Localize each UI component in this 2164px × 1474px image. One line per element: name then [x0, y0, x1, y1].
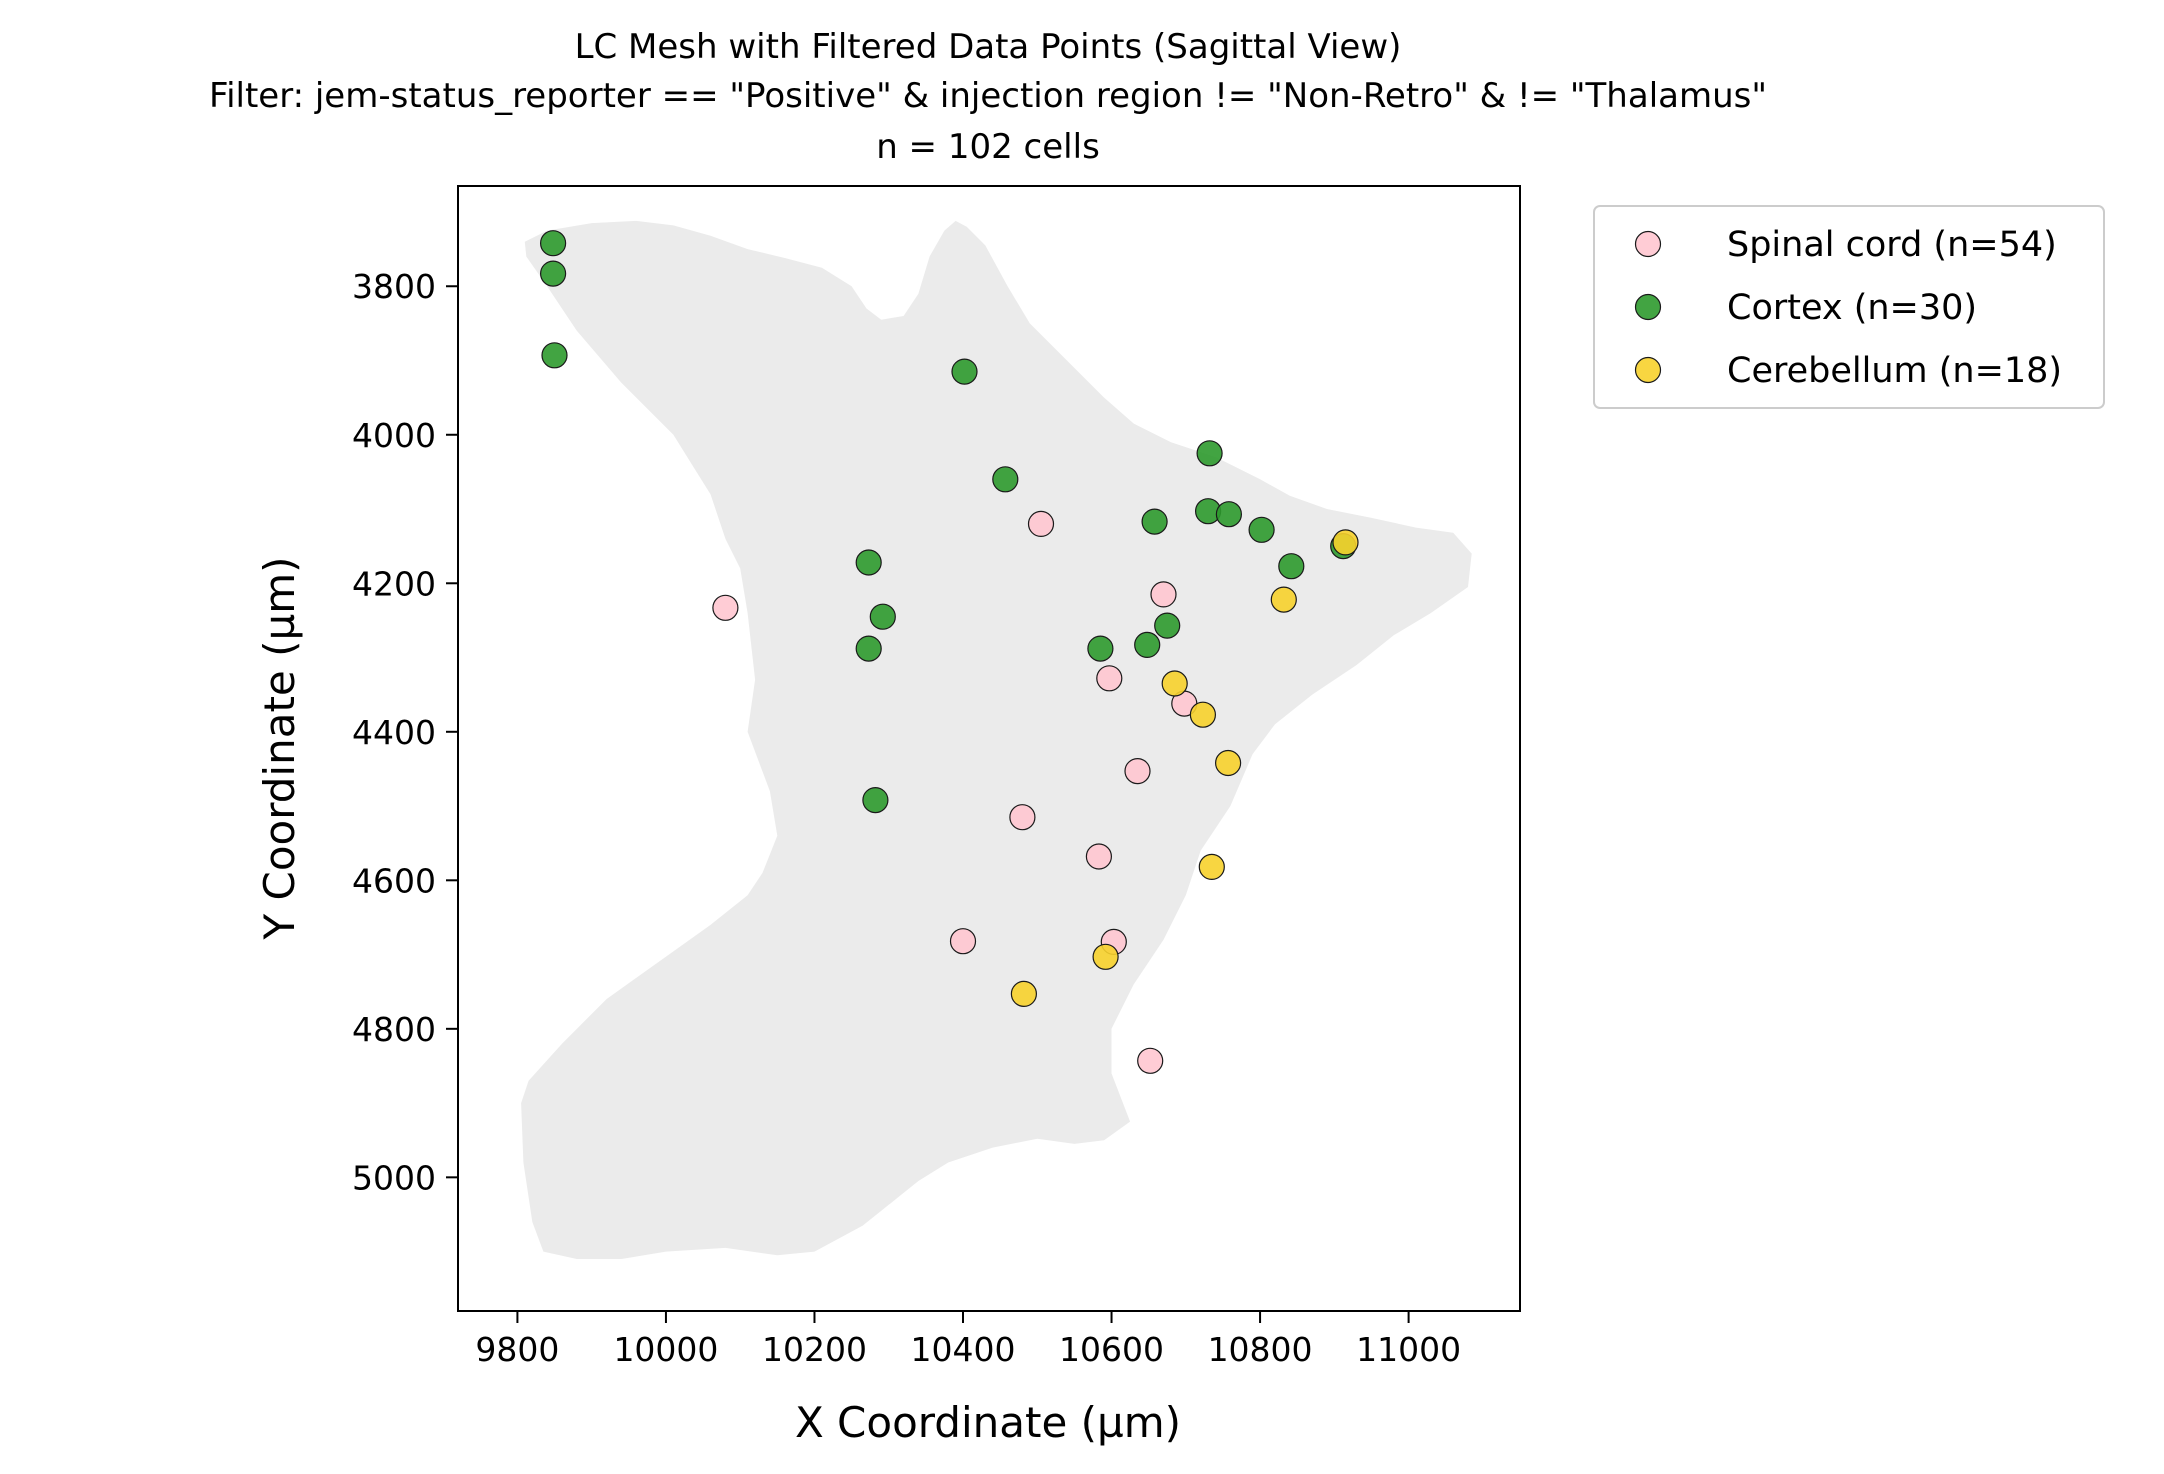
x-axis-label: X Coordinate (µm)	[795, 1398, 1181, 1447]
data-point	[1248, 516, 1275, 543]
data-point	[869, 603, 896, 630]
data-point	[539, 260, 567, 287]
data-point	[539, 230, 567, 257]
y-axis-label: Y Coordinate (µm)	[255, 556, 304, 940]
legend-label: Cortex (n=30)	[1727, 288, 1977, 328]
legend-entries: Spinal cord (n=54) Cortex (n=30) Cerebellu…	[1634, 225, 2062, 391]
x-tick-label: 10400	[911, 1330, 1016, 1369]
y-tick-label: 4200	[352, 564, 436, 603]
data-point	[1134, 631, 1161, 659]
data-point	[1214, 749, 1242, 777]
chart-title-line-1: LC Mesh with Filtered Data Points (Sagit…	[575, 27, 1402, 67]
y-tick-label: 4600	[352, 861, 436, 900]
legend: Spinal cord (n=54) Cortex (n=30) Cerebellu…	[1593, 205, 2105, 409]
legend-label: Cerebellum (n=18)	[1727, 351, 2062, 391]
x-axis-ticks: 9800 10000 10200 10400 10600 10800 11000	[475, 1311, 1461, 1369]
data-point	[1009, 804, 1036, 831]
y-axis-ticks: 3800 4000 4200 4400 4600 4800 5000	[352, 267, 458, 1197]
plot-area	[521, 220, 1472, 1259]
data-point	[541, 342, 568, 369]
data-point	[949, 928, 977, 955]
data-point	[1124, 757, 1151, 785]
data-point	[862, 786, 889, 814]
y-tick-label: 4800	[352, 1010, 436, 1049]
chart-title-line-2: Filter: jem-status_reporter == "Positive…	[209, 76, 1767, 116]
data-point	[1085, 843, 1113, 870]
data-point	[1141, 508, 1168, 535]
data-point	[855, 635, 882, 662]
series-2	[1010, 529, 1359, 1008]
x-tick-label: 9800	[475, 1330, 559, 1369]
series-0	[712, 510, 1198, 1074]
data-point	[1087, 635, 1114, 662]
data-point	[855, 549, 882, 576]
data-point	[1092, 943, 1119, 970]
legend-marker	[1634, 356, 1662, 384]
lc-mesh	[521, 220, 1472, 1259]
data-point	[951, 358, 978, 385]
data-point	[1027, 510, 1055, 538]
data-point	[1189, 701, 1217, 728]
data-point	[1096, 665, 1123, 692]
x-tick-label: 11000	[1356, 1330, 1461, 1369]
x-tick-label: 10600	[1059, 1330, 1164, 1369]
data-point	[1215, 501, 1243, 528]
chart-title: LC Mesh with Filtered Data Points (Sagit…	[209, 27, 1767, 167]
data-point	[1154, 612, 1181, 639]
data-point	[1161, 670, 1188, 697]
series-1	[539, 230, 1357, 814]
x-tick-label: 10200	[762, 1330, 867, 1369]
data-point	[712, 594, 739, 621]
y-tick-label: 4400	[352, 713, 436, 752]
data-point	[1270, 586, 1297, 613]
y-tick-label: 5000	[352, 1158, 436, 1197]
data-point	[1150, 581, 1177, 608]
chart-title-line-3: n = 102 cells	[876, 127, 1100, 167]
data-point	[1137, 1047, 1164, 1074]
legend-marker	[1634, 293, 1662, 321]
data-point	[992, 466, 1019, 493]
x-tick-label: 10800	[1208, 1330, 1313, 1369]
data-point	[1196, 440, 1223, 467]
legend-label: Spinal cord (n=54)	[1727, 225, 2057, 265]
data-point	[1332, 529, 1359, 556]
y-tick-label: 4000	[352, 416, 436, 455]
data-point	[1278, 553, 1305, 580]
x-tick-label: 10000	[613, 1330, 718, 1369]
data-point	[1010, 980, 1038, 1008]
legend-marker	[1634, 230, 1662, 258]
data-point	[1198, 853, 1225, 881]
legend-box	[1593, 205, 2105, 409]
y-tick-label: 3800	[352, 267, 436, 306]
plot-frame	[457, 185, 1521, 1312]
